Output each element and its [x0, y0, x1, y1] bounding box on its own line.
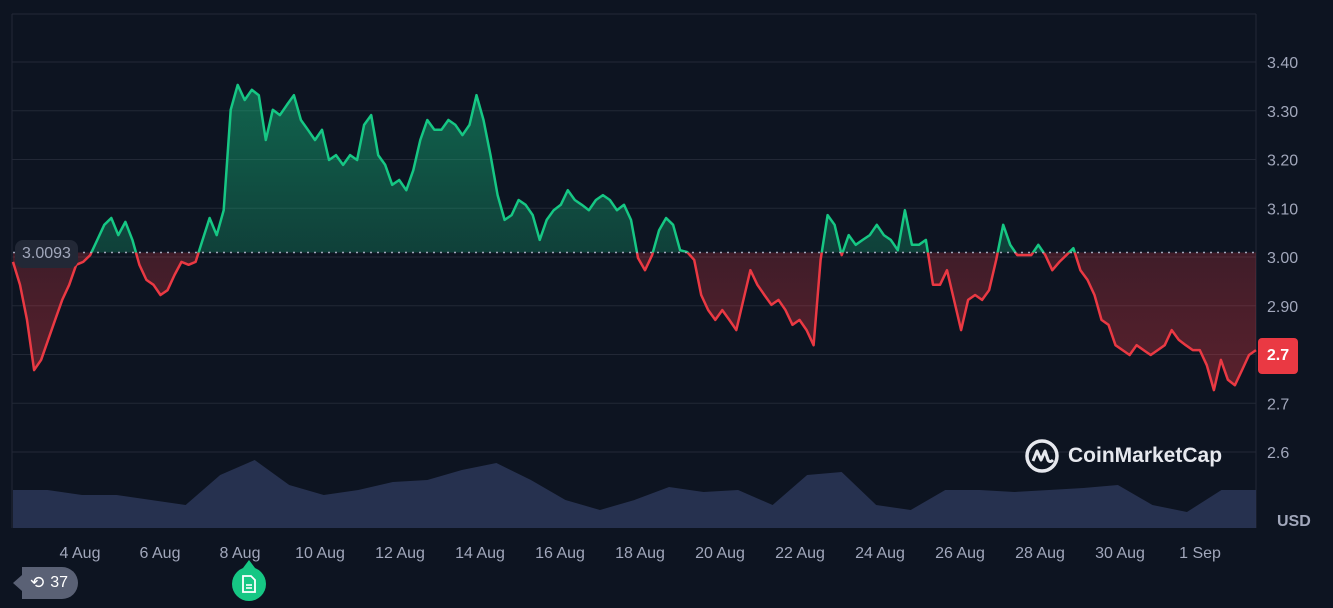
document-icon — [242, 575, 256, 593]
x-tick-label: 16 Aug — [535, 545, 585, 562]
history-count: 37 — [50, 574, 69, 591]
news-event-marker[interactable] — [232, 560, 266, 601]
x-tick-label: 10 Aug — [295, 545, 345, 562]
currency-unit-label: USD — [1277, 513, 1311, 530]
y-tick-label: 2.7 — [1267, 396, 1289, 413]
volume-area — [13, 460, 1256, 528]
price-line-up — [90, 83, 1077, 253]
y-tick-label: 3.30 — [1267, 104, 1298, 121]
down-area-fill — [13, 252, 1256, 391]
y-tick-label: 2.6 — [1267, 445, 1289, 462]
y-tick-label: 3.00 — [1267, 250, 1298, 267]
x-tick-label: 14 Aug — [455, 545, 505, 562]
price-line-down — [11, 252, 1257, 392]
up-area-fill — [13, 84, 1256, 253]
below-baseline-series — [11, 252, 1257, 392]
y-tick-label: 3.40 — [1267, 55, 1298, 72]
y-tick-label: 3.20 — [1267, 153, 1298, 170]
brand-name: CoinMarketCap — [1068, 444, 1223, 467]
coinmarketcap-logo-icon — [1025, 439, 1059, 473]
x-tick-label: 20 Aug — [695, 545, 745, 562]
current-price-badge: 2.7 — [1258, 338, 1298, 374]
y-tick-label: 3.10 — [1267, 201, 1298, 218]
x-tick-label: 8 Aug — [220, 545, 261, 562]
x-tick-label: 12 Aug — [375, 545, 425, 562]
x-tick-label: 28 Aug — [1015, 545, 1065, 562]
above-baseline-series — [13, 83, 1256, 253]
x-tick-label: 26 Aug — [935, 545, 985, 562]
x-tick-label: 30 Aug — [1095, 545, 1145, 562]
x-tick-label: 24 Aug — [855, 545, 905, 562]
x-tick-label: 1 Sep — [1179, 545, 1221, 562]
x-tick-label: 18 Aug — [615, 545, 665, 562]
history-icon: ⟲ — [30, 573, 45, 592]
y-tick-label: 2.90 — [1267, 299, 1298, 316]
coinmarketcap-logo: CoinMarketCap — [1024, 438, 1222, 474]
x-tick-label: 22 Aug — [775, 545, 825, 562]
x-tick-label: 6 Aug — [140, 545, 181, 562]
baseline-price-label: 3.0093 — [15, 240, 78, 268]
history-events-button[interactable]: ⟲ 37 — [12, 567, 79, 599]
x-tick-label: 4 Aug — [60, 545, 101, 562]
